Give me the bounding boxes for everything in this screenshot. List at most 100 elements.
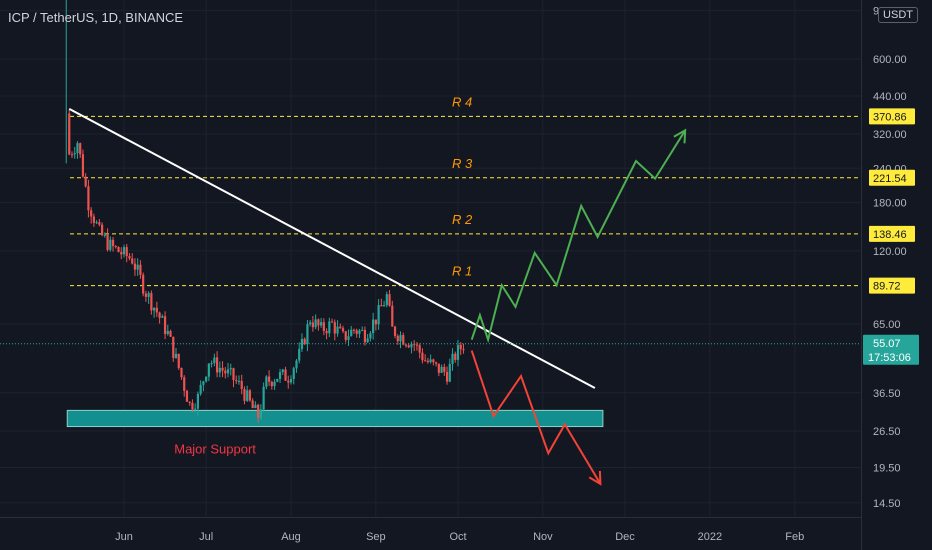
resistance-label: R 1 xyxy=(452,264,472,279)
time-axis-tick: Oct xyxy=(449,531,466,543)
candle-body xyxy=(399,335,402,342)
price-axis-tick: 65.00 xyxy=(873,319,901,331)
candle-body xyxy=(434,362,438,364)
candle-body xyxy=(144,293,148,297)
candle-body xyxy=(158,312,161,318)
support-zone xyxy=(66,409,604,428)
candle-body xyxy=(265,376,268,387)
candle-body xyxy=(125,247,128,257)
candle-body xyxy=(254,404,257,409)
candle-body xyxy=(402,335,405,345)
candle-body xyxy=(180,367,183,378)
candle-body xyxy=(421,352,424,361)
candle-body xyxy=(117,246,120,253)
candle-body xyxy=(139,264,142,275)
candle-body xyxy=(391,305,394,327)
candle-body xyxy=(262,386,265,410)
candle-body xyxy=(448,363,451,382)
candle-body xyxy=(232,368,235,381)
symbol-title: ICP / TetherUS, 1D, BINANCE xyxy=(8,10,184,25)
candle-body xyxy=(311,322,315,328)
candle-body xyxy=(79,143,82,155)
resistance-price-tag-label: 138.46 xyxy=(873,229,907,241)
resistance-label: R 2 xyxy=(452,212,473,227)
candle-body xyxy=(410,343,413,348)
candle-body xyxy=(276,378,279,382)
price-axis-tick: 19.50 xyxy=(873,463,901,475)
price-axis-tick: 26.50 xyxy=(873,426,901,438)
time-axis-tick: Nov xyxy=(533,531,553,543)
candle-body xyxy=(207,363,210,377)
candle-body xyxy=(429,359,432,363)
candle-body xyxy=(76,143,79,154)
candle-body xyxy=(87,186,90,211)
price-axis-tick: 14.50 xyxy=(873,498,901,510)
resistance-price-tag xyxy=(869,108,915,125)
candle-body xyxy=(213,357,216,364)
candle-body xyxy=(377,305,380,325)
candle-body xyxy=(374,319,377,325)
candle-body xyxy=(388,294,391,306)
candle-body xyxy=(415,344,419,346)
candle-body xyxy=(363,329,367,343)
candle-body xyxy=(267,376,271,382)
candle-body xyxy=(432,359,435,363)
candle-body xyxy=(320,322,323,326)
candle-body xyxy=(177,353,180,368)
candle-body xyxy=(153,307,156,311)
candle-body xyxy=(114,246,117,248)
candle-body xyxy=(103,234,106,236)
candle-body xyxy=(292,368,295,380)
candle-body xyxy=(210,363,213,365)
candle-body xyxy=(270,381,273,387)
candle-body xyxy=(218,367,221,373)
candle-body xyxy=(199,384,202,394)
candle-body xyxy=(407,345,410,348)
candle-body xyxy=(172,336,175,358)
price-axis-tick: 600.00 xyxy=(873,54,907,66)
candle-body xyxy=(185,390,189,402)
candle-body xyxy=(183,377,186,391)
time-axis-tick: Aug xyxy=(281,531,301,543)
candle-body xyxy=(328,321,331,334)
candle-body xyxy=(333,322,336,334)
candle-body xyxy=(273,381,276,387)
candle-body xyxy=(454,353,457,360)
candle-body xyxy=(385,294,388,306)
candle-body xyxy=(281,369,284,373)
candle-body xyxy=(248,390,252,401)
candle-body xyxy=(287,380,290,383)
candle-body xyxy=(191,402,194,410)
candle-body xyxy=(221,367,224,371)
time-axis-tick: Jun xyxy=(115,531,133,543)
candle-body xyxy=(243,388,246,401)
candle-body xyxy=(226,369,230,374)
candle-body xyxy=(257,404,260,419)
candle-body xyxy=(314,319,317,328)
candle-body xyxy=(224,370,227,374)
candle-body xyxy=(196,393,200,409)
candle-body xyxy=(380,305,383,307)
last-price-tag xyxy=(863,334,919,365)
currency-selector-button[interactable]: USDT xyxy=(878,7,918,23)
price-axis-tick: 320.00 xyxy=(873,129,907,141)
candle-body xyxy=(147,293,150,297)
candle-body xyxy=(347,336,350,340)
resistance-price-tag xyxy=(869,225,915,242)
candle-body xyxy=(259,409,262,419)
resistance-price-tag xyxy=(869,169,915,186)
price-axis-tick: 180.00 xyxy=(873,198,907,210)
price-axis-tick: 440.00 xyxy=(873,91,907,103)
candle-body xyxy=(396,335,399,342)
candle-body xyxy=(393,326,397,336)
descending-trendline xyxy=(68,107,596,389)
candle-body xyxy=(84,176,87,187)
candle-body xyxy=(325,331,328,334)
candle-body xyxy=(443,366,446,372)
candle-body xyxy=(92,216,95,223)
candle-body xyxy=(73,153,76,155)
candle-body xyxy=(344,331,347,340)
